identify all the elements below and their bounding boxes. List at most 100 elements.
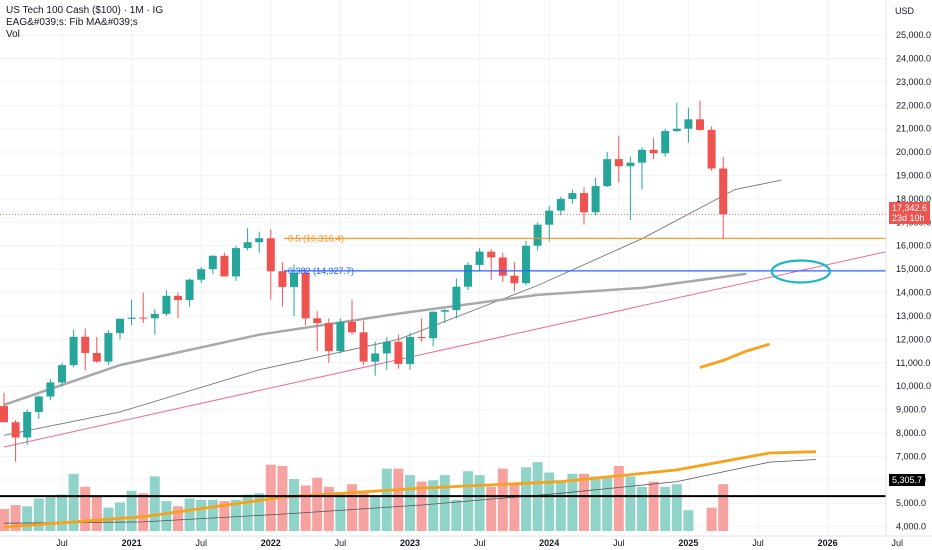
time-tick-label: 2026: [818, 538, 838, 548]
price-tick-label: 5,000.0: [896, 498, 926, 508]
indicator-label[interactable]: EAG&#039;s: Fib MA&#039;s: [6, 17, 138, 28]
candle-body: [614, 159, 623, 167]
time-tick-label: 2023: [400, 538, 420, 548]
price-tick-label: 22,000.0: [896, 100, 931, 110]
time-tick-label: Jul: [891, 538, 903, 548]
trendline: [3, 241, 932, 448]
volume-bar: [149, 476, 160, 531]
price-tick-label: 10,000.0: [896, 381, 931, 391]
volume-bar: [115, 502, 125, 531]
fib-levels: 0.5 (16,316.4) 0.382 (14,927.7): [284, 233, 886, 284]
candle-body: [208, 255, 217, 270]
candle-body: [69, 336, 78, 366]
volume-bar: [613, 466, 624, 531]
fib-level-label: 0.5 (16,316.4): [288, 233, 344, 243]
time-tick-label: 2025: [678, 538, 698, 548]
bar-countdown: 23d 10h: [892, 213, 925, 223]
candle-body: [324, 322, 333, 352]
volume-bar: [660, 486, 671, 531]
chart-legend: US Tech 100 Cash ($100) · 1M · IG EAG&#0…: [6, 5, 163, 41]
candle-body: [533, 224, 542, 246]
volume-bar: [219, 501, 230, 531]
volume-bar: [45, 497, 56, 531]
price-tick-label: 13,000.0: [896, 311, 931, 321]
candlesticks: [0, 100, 728, 462]
candle-body: [510, 275, 519, 284]
volume-bar: [405, 475, 415, 531]
candle-body: [34, 396, 43, 412]
candle-body: [127, 317, 136, 319]
last-price-value: 17,342.6: [892, 203, 928, 213]
candle-body: [23, 411, 32, 438]
candle-body: [116, 318, 124, 334]
volume-bar: [474, 475, 485, 531]
candle-body: [174, 295, 182, 301]
symbol-title[interactable]: US Tech 100 Cash ($100) · 1M · IG: [6, 5, 164, 16]
last-price-badge: 17,342.6 23d 10h: [889, 202, 931, 224]
volume-label[interactable]: Vol: [6, 29, 20, 40]
candle-body: [649, 149, 658, 154]
price-ma-orange-line: [699, 342, 771, 369]
price-tick-label: 18,000.0: [896, 194, 931, 204]
candle-body: [11, 422, 20, 438]
volume-bar: [68, 473, 79, 531]
volume-bar: [126, 490, 137, 531]
price-axis[interactable]: 4,000.05,000.06,000.07,000.08,000.09,000…: [885, 0, 932, 550]
time-axis[interactable]: Jul 2021 Jul 2022 Jul 2023 Jul 2024 Jul 2025 Jul 20…: [0, 535, 932, 548]
horizontal-line-badge: 5,305.7: [889, 474, 926, 486]
volume-bar: [91, 495, 102, 531]
candle-body: [104, 333, 113, 362]
candle-body: [58, 365, 66, 383]
currency-label[interactable]: USD: [894, 6, 914, 16]
candle-body: [162, 295, 171, 314]
volume-bar: [370, 495, 381, 531]
volume-bar: [347, 484, 357, 531]
volume-bar: [451, 499, 462, 531]
volume-bar: [33, 498, 44, 531]
volume-bar: [80, 486, 91, 531]
time-tick-label: Jul: [752, 538, 764, 548]
price-tick-label: 7,000.0: [896, 451, 926, 461]
candle-body: [522, 245, 530, 284]
candle-body: [150, 313, 159, 319]
price-tick-label: 20,000.0: [896, 147, 931, 157]
candle-body: [46, 382, 55, 397]
volume-bar: [323, 486, 334, 531]
candle-body: [545, 210, 554, 225]
price-tick-label: 12,000.0: [896, 334, 931, 344]
candle-body: [406, 337, 414, 364]
candle-body: [185, 279, 194, 301]
volume-bar: [509, 482, 520, 531]
candle-body: [475, 251, 484, 265]
time-tick-label: Jul: [335, 538, 347, 548]
candle-body: [638, 149, 646, 163]
volume-bar: [671, 484, 682, 531]
volume-bar: [184, 498, 195, 531]
candle-body: [556, 198, 565, 211]
highlight-circle: [770, 259, 831, 284]
price-tick-label: 4,000.0: [896, 522, 926, 532]
candle-body: [498, 257, 507, 276]
time-tick-label: Jul: [195, 538, 207, 548]
volume-bar: [521, 467, 531, 531]
volume-bar: [706, 507, 717, 531]
volume-bar: [637, 486, 647, 531]
price-tick-label: 9,000.0: [896, 405, 926, 415]
price-tick-label: 23,000.0: [896, 77, 931, 87]
volume-bar: [648, 481, 659, 531]
price-tick-label: 11,000.0: [896, 358, 930, 368]
volume-bar: [254, 493, 265, 531]
candle-body: [313, 318, 322, 323]
candle-body: [359, 332, 368, 362]
volume-bar: [10, 505, 21, 531]
time-tick-label: Jul: [474, 538, 486, 548]
volume-bar: [312, 477, 323, 531]
volume-bar: [0, 508, 9, 531]
candle-body: [707, 129, 716, 169]
volume-bar: [555, 480, 566, 531]
candle-body: [429, 311, 438, 339]
candle-body: [220, 255, 229, 277]
volume-bar: [497, 468, 508, 531]
candle-body: [336, 321, 345, 352]
